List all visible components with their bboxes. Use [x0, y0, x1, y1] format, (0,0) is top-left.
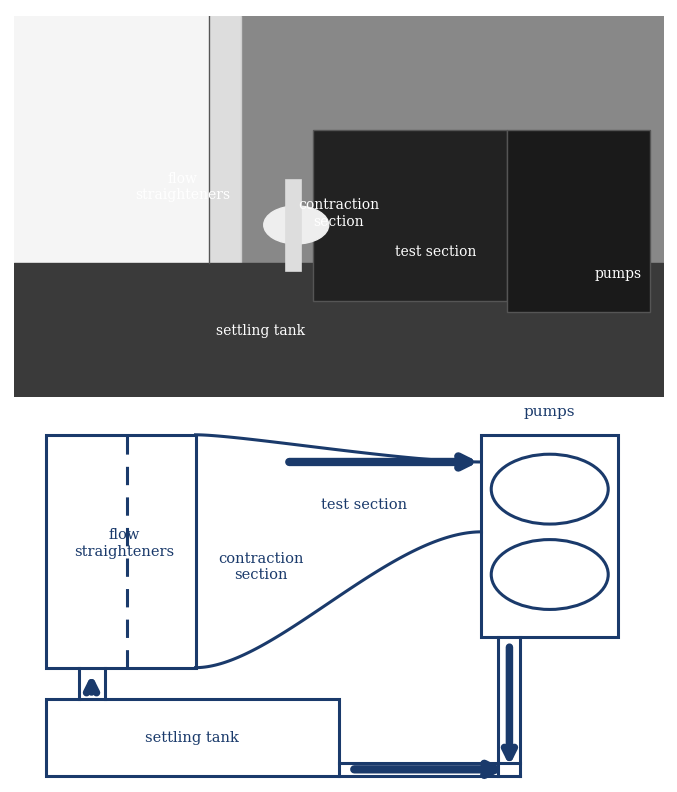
Text: flow
straighteners: flow straighteners — [74, 528, 174, 558]
Text: test section: test section — [322, 497, 408, 512]
Text: test section: test section — [395, 245, 477, 258]
Bar — [46, 435, 196, 668]
Text: flow
straighteners: flow straighteners — [135, 172, 230, 202]
Bar — [46, 699, 338, 776]
Circle shape — [264, 206, 329, 244]
Text: contraction
section: contraction section — [298, 199, 379, 229]
Bar — [313, 130, 508, 301]
Bar — [481, 435, 618, 637]
Text: pumps: pumps — [524, 405, 575, 418]
Bar — [508, 130, 651, 312]
Text: settling tank: settling tank — [216, 325, 305, 338]
Text: settling tank: settling tank — [146, 730, 239, 744]
Text: pumps: pumps — [594, 268, 642, 281]
Text: contraction
section: contraction section — [218, 552, 303, 582]
